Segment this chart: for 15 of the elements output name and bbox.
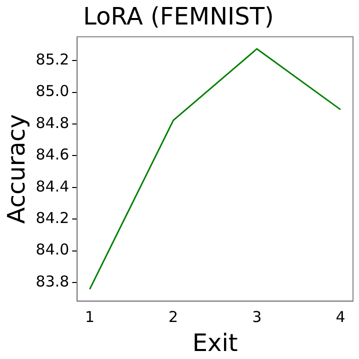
x-tick-label: 3 xyxy=(252,308,262,326)
x-tick-label: 4 xyxy=(336,308,346,326)
y-axis-title: Accuracy xyxy=(2,114,31,224)
x-axis-title: Exit xyxy=(192,328,238,357)
y-tick-label: 83.8 xyxy=(36,272,70,290)
y-tick-label: 84.8 xyxy=(36,114,70,132)
y-tick-label: 84.2 xyxy=(36,208,70,227)
x-tick-label: 2 xyxy=(168,308,178,326)
x-tick-label: 1 xyxy=(84,308,95,326)
y-tick-label: 84.6 xyxy=(36,146,70,164)
y-tick-label: 84.0 xyxy=(36,240,70,259)
y-tick-label: 85.0 xyxy=(36,82,70,100)
chart-title: LoRA (FEMNIST) xyxy=(83,2,274,31)
y-tick-label: 84.4 xyxy=(36,177,70,196)
y-tick-label: 85.2 xyxy=(36,50,70,68)
